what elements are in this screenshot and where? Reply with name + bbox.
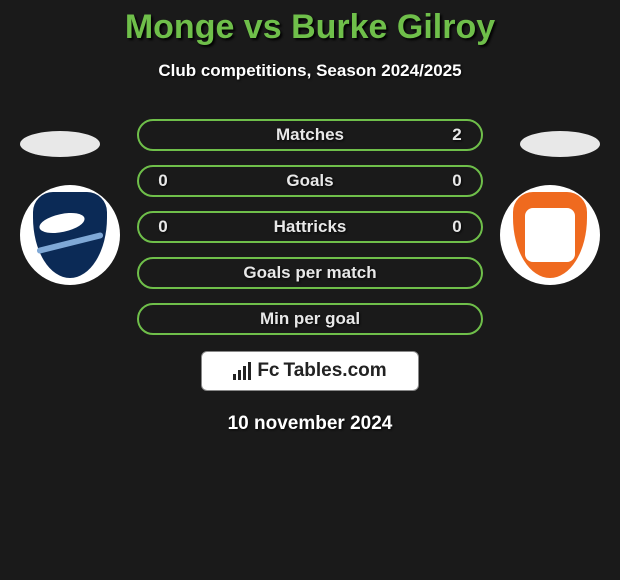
- stat-left-value: 0: [153, 217, 173, 237]
- team-shield-left: [33, 192, 107, 278]
- team-badge-right: [500, 185, 600, 285]
- site-name-suffix: Tables.com: [284, 360, 387, 382]
- stat-left-value: 0: [153, 171, 173, 191]
- stat-label: Goals: [173, 171, 447, 191]
- stat-row: 0 Hattricks 0: [137, 211, 483, 243]
- player-photo-left: [20, 131, 100, 157]
- stat-row: 0 Goals 0: [137, 165, 483, 197]
- team-shield-right: [513, 192, 587, 278]
- team-badge-left: [20, 185, 120, 285]
- bar-chart-icon: [233, 362, 251, 380]
- stat-right-value: 2: [447, 125, 467, 145]
- site-attribution[interactable]: FcTables.com: [201, 351, 419, 391]
- stat-label: Goals per match: [173, 263, 447, 283]
- subtitle: Club competitions, Season 2024/2025: [0, 61, 620, 81]
- stats-table: Matches 2 0 Goals 0 0 Hattricks 0 Goals …: [137, 119, 483, 335]
- stat-row: Matches 2: [137, 119, 483, 151]
- footer-date: 10 november 2024: [0, 413, 620, 435]
- stat-row: Min per goal: [137, 303, 483, 335]
- stat-right-value: 0: [447, 171, 467, 191]
- comparison-body: Matches 2 0 Goals 0 0 Hattricks 0 Goals …: [0, 119, 620, 339]
- stat-label: Matches: [173, 125, 447, 145]
- player-photo-right: [520, 131, 600, 157]
- comparison-card: Monge vs Burke Gilroy Club competitions,…: [0, 0, 620, 435]
- stat-right-value: 0: [447, 217, 467, 237]
- stat-label: Hattricks: [173, 217, 447, 237]
- stat-row: Goals per match: [137, 257, 483, 289]
- team-emblem-right: [525, 208, 575, 262]
- stat-label: Min per goal: [173, 309, 447, 329]
- site-name-prefix: Fc: [257, 360, 279, 382]
- page-title: Monge vs Burke Gilroy: [0, 8, 620, 47]
